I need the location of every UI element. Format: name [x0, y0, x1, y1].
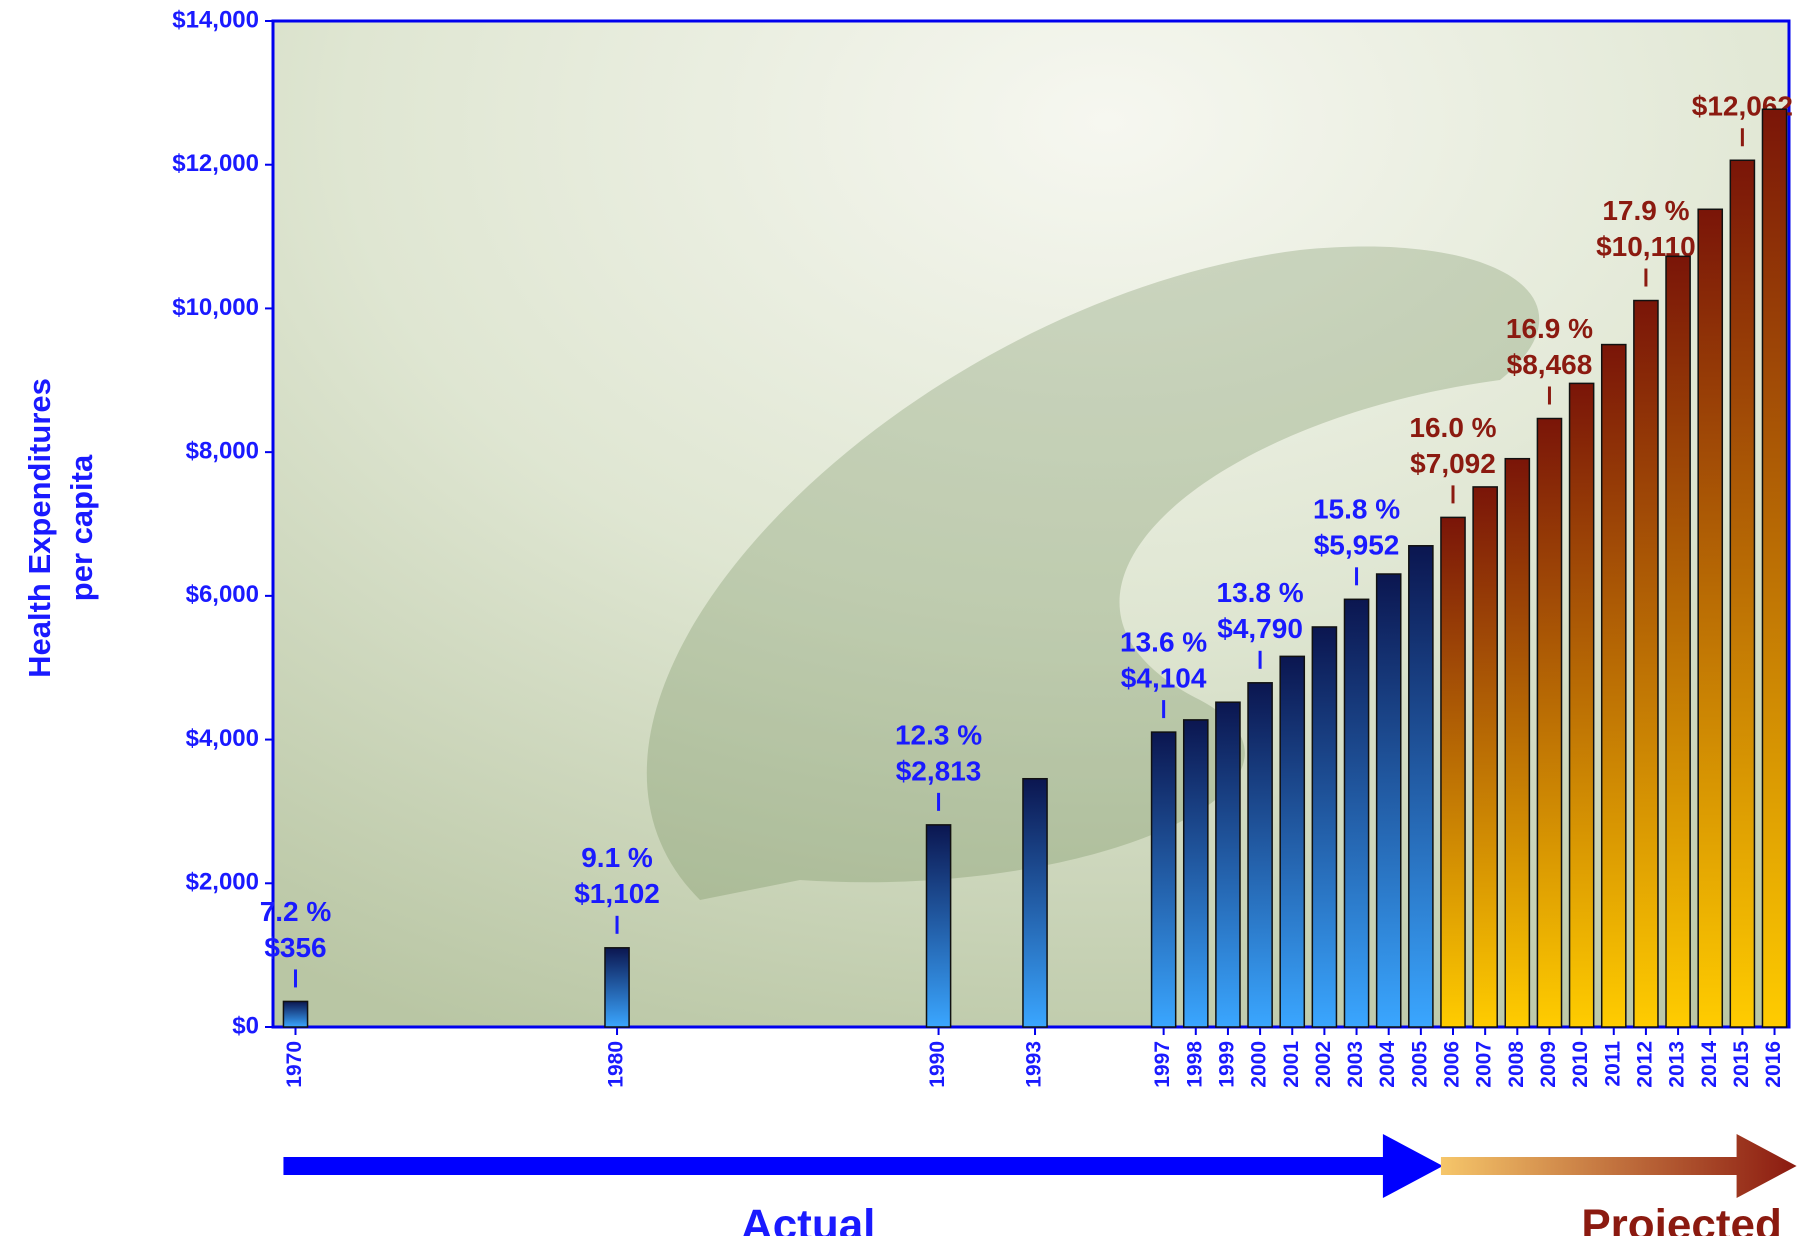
x-tick-label: 2002 [1312, 1041, 1335, 1088]
bar [1536, 417, 1563, 1028]
y-tick-label: $2,000 [186, 869, 259, 896]
bar [1408, 545, 1434, 1028]
value-label: $4,104 [1121, 662, 1207, 693]
x-tick-label: 2005 [1408, 1041, 1431, 1088]
x-tick-label: 2008 [1505, 1041, 1528, 1088]
x-tick-label: 2011 [1601, 1041, 1624, 1087]
x-tick-label: 2003 [1344, 1041, 1367, 1088]
bar [1343, 598, 1370, 1028]
bar [1665, 255, 1691, 1028]
x-tick-label: 1993 [1023, 1041, 1046, 1088]
legend-label: Actual [741, 1201, 875, 1236]
x-tick-label: 2004 [1376, 1041, 1399, 1088]
bar [1182, 719, 1209, 1028]
legend-arrow [1440, 1134, 1797, 1198]
x-tick-label: 2000 [1248, 1041, 1271, 1088]
x-tick-label: 2012 [1633, 1041, 1656, 1088]
bar [925, 824, 952, 1028]
x-tick-label: 1998 [1183, 1041, 1206, 1088]
bar [1697, 208, 1724, 1028]
bar [1375, 573, 1402, 1028]
y-axis-title: per capita [64, 454, 99, 601]
bar [1472, 486, 1498, 1028]
x-tick-label: 2007 [1473, 1041, 1496, 1088]
value-label: $5,952 [1314, 530, 1400, 561]
background-shadow [646, 246, 1540, 901]
x-tick-label: 1980 [605, 1041, 628, 1088]
x-tick-label: 2013 [1666, 1041, 1689, 1088]
y-tick-label: $0 [232, 1012, 259, 1039]
bar [1279, 655, 1306, 1028]
x-tick-label: 2009 [1537, 1041, 1560, 1088]
value-label: $8,468 [1507, 349, 1593, 380]
x-tick-label: 2006 [1441, 1041, 1464, 1088]
legend-label: Projected [1581, 1201, 1782, 1236]
value-label: $7,092 [1410, 448, 1496, 479]
x-tick-label: 1997 [1151, 1041, 1174, 1088]
y-axis-title: Health Expenditures [22, 378, 57, 678]
x-tick-label: 2015 [1730, 1041, 1753, 1088]
x-tick-label: 2016 [1762, 1041, 1785, 1088]
percent-label: 17.9 % [1602, 195, 1689, 226]
value-label: $1,102 [574, 878, 660, 909]
bar [1761, 108, 1788, 1028]
percent-label: 13.6 % [1120, 626, 1207, 657]
y-tick-label: $6,000 [186, 581, 259, 608]
bar [1440, 516, 1466, 1028]
bar [1247, 682, 1273, 1028]
y-tick-label: $4,000 [186, 725, 259, 752]
bar [1600, 343, 1627, 1028]
percent-label: 12.3 % [895, 719, 982, 750]
y-tick-label: $12,000 [172, 150, 259, 177]
x-tick-label: 2010 [1569, 1041, 1592, 1088]
percent-label: 15.8 % [1313, 494, 1400, 525]
percent-label: 16.9 % [1506, 313, 1593, 344]
y-tick-label: $14,000 [172, 6, 259, 33]
bar [604, 947, 630, 1028]
bar [1311, 626, 1338, 1028]
y-tick-label: $8,000 [186, 437, 259, 464]
bar [1215, 701, 1241, 1028]
y-tick-label: $10,000 [172, 294, 259, 321]
bar [1504, 457, 1531, 1028]
bar [1150, 731, 1177, 1028]
x-tick-label: 2014 [1698, 1041, 1721, 1088]
bar [1633, 299, 1659, 1028]
bar [1022, 777, 1048, 1028]
bar [1568, 382, 1595, 1028]
percent-label: 16.0 % [1409, 412, 1496, 443]
value-label: $4,790 [1217, 613, 1303, 644]
percent-label: 9.1 % [581, 842, 653, 873]
value-label: $2,813 [896, 755, 982, 786]
x-tick-label: 2001 [1280, 1041, 1303, 1088]
x-tick-label: 1999 [1215, 1041, 1238, 1088]
value-label: $356 [264, 932, 326, 963]
bar [1729, 159, 1756, 1028]
percent-label: 13.8 % [1217, 577, 1304, 608]
x-tick-label: 1970 [283, 1041, 306, 1088]
legend-arrow [283, 1134, 1443, 1198]
x-tick-label: 1990 [926, 1041, 949, 1088]
bar [282, 1000, 309, 1028]
percent-label: 7.2 % [260, 896, 332, 927]
